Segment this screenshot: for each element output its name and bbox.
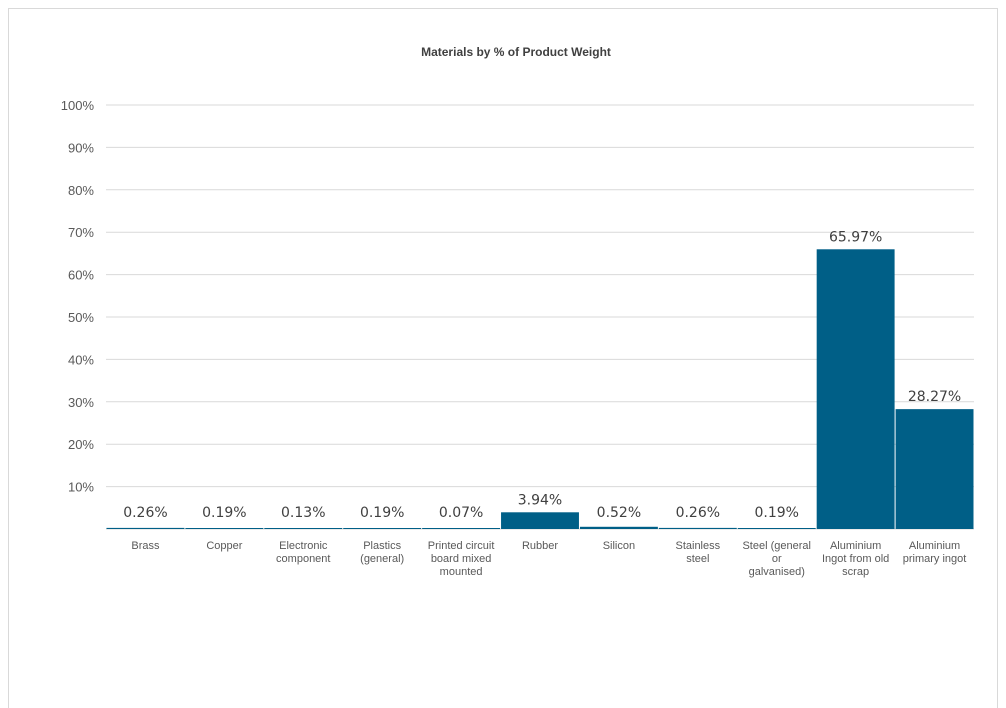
- x-axis-ticks: Brass Copper Electronic component Plastics (g…: [131, 540, 966, 578]
- gridlines: [106, 104, 974, 530]
- x-tick-label: Printed circuit board mixed mounted: [428, 540, 495, 578]
- bar: [343, 528, 422, 529]
- y-tick-label: 50%: [68, 310, 94, 325]
- data-label: 0.26%: [676, 505, 720, 521]
- bar: [501, 512, 579, 529]
- x-tick-label: Brass: [131, 540, 160, 552]
- x-tick-label: Stainless steel: [675, 540, 720, 565]
- data-label: 65.97%: [829, 229, 882, 245]
- data-label: 0.07%: [439, 505, 483, 521]
- y-tick-label: 60%: [68, 268, 94, 283]
- data-labels: 0.26% 0.19% 0.13% 0.19% 0.07% 3.94% 0.52% 0.26%…: [123, 229, 961, 521]
- bar: [185, 528, 264, 529]
- y-tick-label: 70%: [68, 225, 94, 240]
- x-tick-label: Aluminium Ingot from old scrap: [822, 540, 889, 578]
- y-tick-label: 10%: [68, 480, 94, 495]
- bar: [816, 249, 895, 529]
- bar: [737, 528, 816, 529]
- bar: [895, 409, 974, 529]
- bar: [264, 528, 343, 529]
- bar: [579, 526, 658, 529]
- y-tick-label: 90%: [68, 140, 94, 155]
- bar: [422, 528, 501, 529]
- bars: [106, 249, 974, 529]
- data-label: 0.19%: [360, 505, 404, 521]
- y-axis-ticks: 10% 20% 30% 40% 50% 60% 70% 80% 90% 100%: [61, 98, 95, 495]
- data-label: 0.52%: [597, 505, 641, 521]
- data-label: 0.26%: [123, 505, 167, 521]
- data-label: 28.27%: [908, 389, 961, 405]
- chart-title: Materials by % of Product Weight: [421, 45, 611, 59]
- data-label: 0.13%: [281, 505, 325, 521]
- y-tick-label: 100%: [61, 98, 95, 113]
- data-label: 0.19%: [754, 505, 798, 521]
- bar: [106, 527, 185, 529]
- data-label: 0.19%: [202, 505, 246, 521]
- x-tick-label: Copper: [206, 540, 242, 552]
- x-tick-label: Silicon: [603, 540, 635, 552]
- y-tick-label: 80%: [68, 183, 94, 198]
- x-tick-label: Electronic component: [276, 540, 330, 565]
- y-tick-label: 40%: [68, 352, 94, 367]
- x-tick-label: Rubber: [522, 540, 558, 552]
- x-tick-label: Aluminium primary ingot: [903, 540, 967, 565]
- x-tick-label: Plastics (general): [360, 540, 404, 565]
- y-tick-label: 30%: [68, 395, 94, 410]
- bar: [658, 527, 737, 529]
- x-tick-label: Steel (general or galvanised): [742, 540, 811, 578]
- y-tick-label: 20%: [68, 437, 94, 452]
- data-label: 3.94%: [518, 492, 562, 508]
